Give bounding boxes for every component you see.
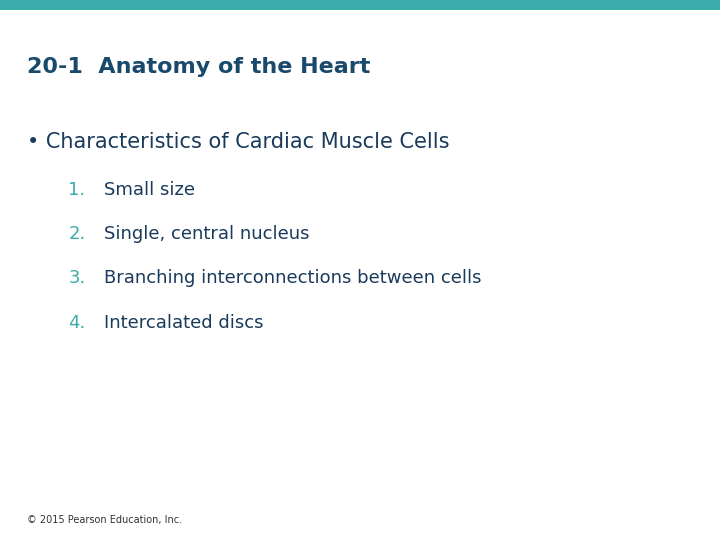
Text: Single, central nucleus: Single, central nucleus — [104, 225, 310, 243]
Text: • Characteristics of Cardiac Muscle Cells: • Characteristics of Cardiac Muscle Cell… — [27, 132, 450, 152]
Bar — [0, 0, 720, 10]
Text: 20-1  Anatomy of the Heart: 20-1 Anatomy of the Heart — [27, 57, 371, 77]
Text: Small size: Small size — [104, 181, 195, 199]
Text: Branching interconnections between cells: Branching interconnections between cells — [104, 269, 482, 287]
Text: 1.: 1. — [68, 181, 86, 199]
Text: 3.: 3. — [68, 269, 86, 287]
Text: 2.: 2. — [68, 225, 86, 243]
Text: Intercalated discs: Intercalated discs — [104, 314, 264, 332]
Text: 4.: 4. — [68, 314, 86, 332]
Text: © 2015 Pearson Education, Inc.: © 2015 Pearson Education, Inc. — [27, 515, 182, 525]
